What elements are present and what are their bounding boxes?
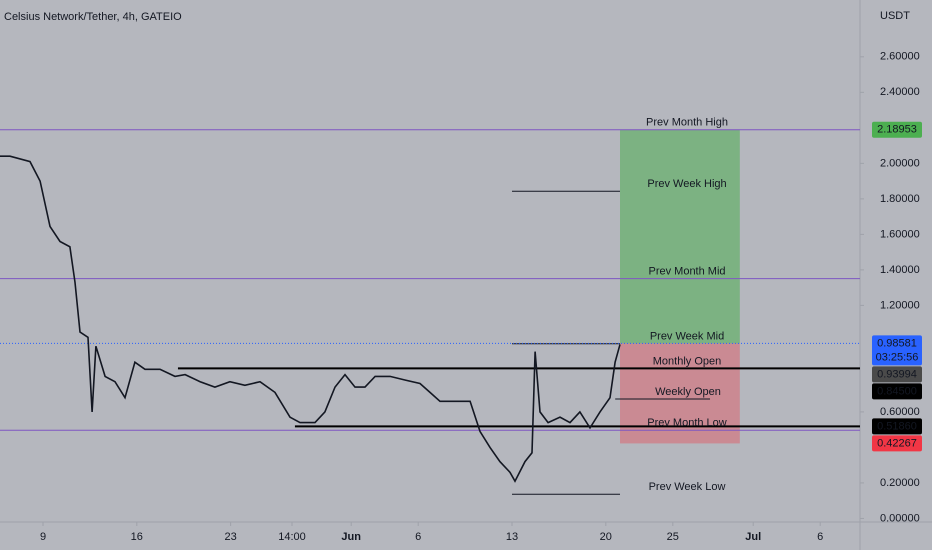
- price-badge-label: 0.93994: [877, 368, 917, 380]
- y-tick-label: 2.00000: [880, 157, 920, 169]
- price-badge: [872, 335, 922, 366]
- level-label: Prev Month Mid: [648, 265, 725, 277]
- level-label: Prev Month Low: [647, 417, 727, 429]
- level-label: Prev Week Low: [649, 481, 726, 493]
- price-badge: [872, 121, 922, 138]
- x-tick-label: 9: [40, 531, 46, 543]
- y-tick-label: 0.60000: [880, 406, 920, 418]
- price-line: [0, 155, 621, 483]
- level-label: Prev Week High: [647, 178, 726, 190]
- level-label: Weekly Open: [655, 386, 721, 398]
- x-tick-label: 14:00: [278, 531, 306, 543]
- target-zone: [620, 129, 740, 344]
- price-badge: [872, 435, 922, 452]
- x-tick-label: 6: [817, 531, 823, 543]
- chart-title: Celsius Network/Tether, 4h, GATEIO: [4, 11, 182, 23]
- level-label: Prev Month High: [646, 117, 728, 129]
- price-badge-label: 0.84500: [877, 385, 917, 397]
- x-tick-label: 16: [131, 531, 143, 543]
- y-tick-label: 2.40000: [880, 86, 920, 98]
- price-badge: [872, 383, 922, 400]
- x-tick-label: 23: [224, 531, 236, 543]
- x-tick-label: Jul: [745, 531, 761, 543]
- y-tick-label: 1.80000: [880, 193, 920, 205]
- y-tick-label: 1.40000: [880, 264, 920, 276]
- x-tick-label: 6: [415, 531, 421, 543]
- price-badge-timer: 03:25:56: [876, 351, 919, 363]
- y-tick-label: 0.20000: [880, 477, 920, 489]
- price-badge-label: 0.42267: [877, 437, 917, 449]
- x-tick-label: 25: [667, 531, 679, 543]
- price-badge-label: 2.18953: [877, 124, 917, 136]
- price-badge-label: 0.51860: [877, 420, 917, 432]
- y-tick-label: 1.20000: [880, 299, 920, 311]
- y-tick-label: 0.00000: [880, 512, 920, 524]
- y-tick-label: 2.60000: [880, 51, 920, 63]
- x-tick-label: 13: [506, 531, 518, 543]
- price-badge-label: 0.98581: [877, 337, 917, 349]
- level-label: Prev Week Mid: [650, 331, 724, 343]
- level-label: Monthly Open: [653, 355, 721, 367]
- price-badge: [872, 418, 922, 435]
- x-tick-label: Jun: [341, 531, 361, 543]
- price-badge: [872, 366, 922, 383]
- y-tick-label: 1.60000: [880, 228, 920, 240]
- x-tick-label: 20: [600, 531, 612, 543]
- y-axis-label: USDT: [880, 10, 910, 22]
